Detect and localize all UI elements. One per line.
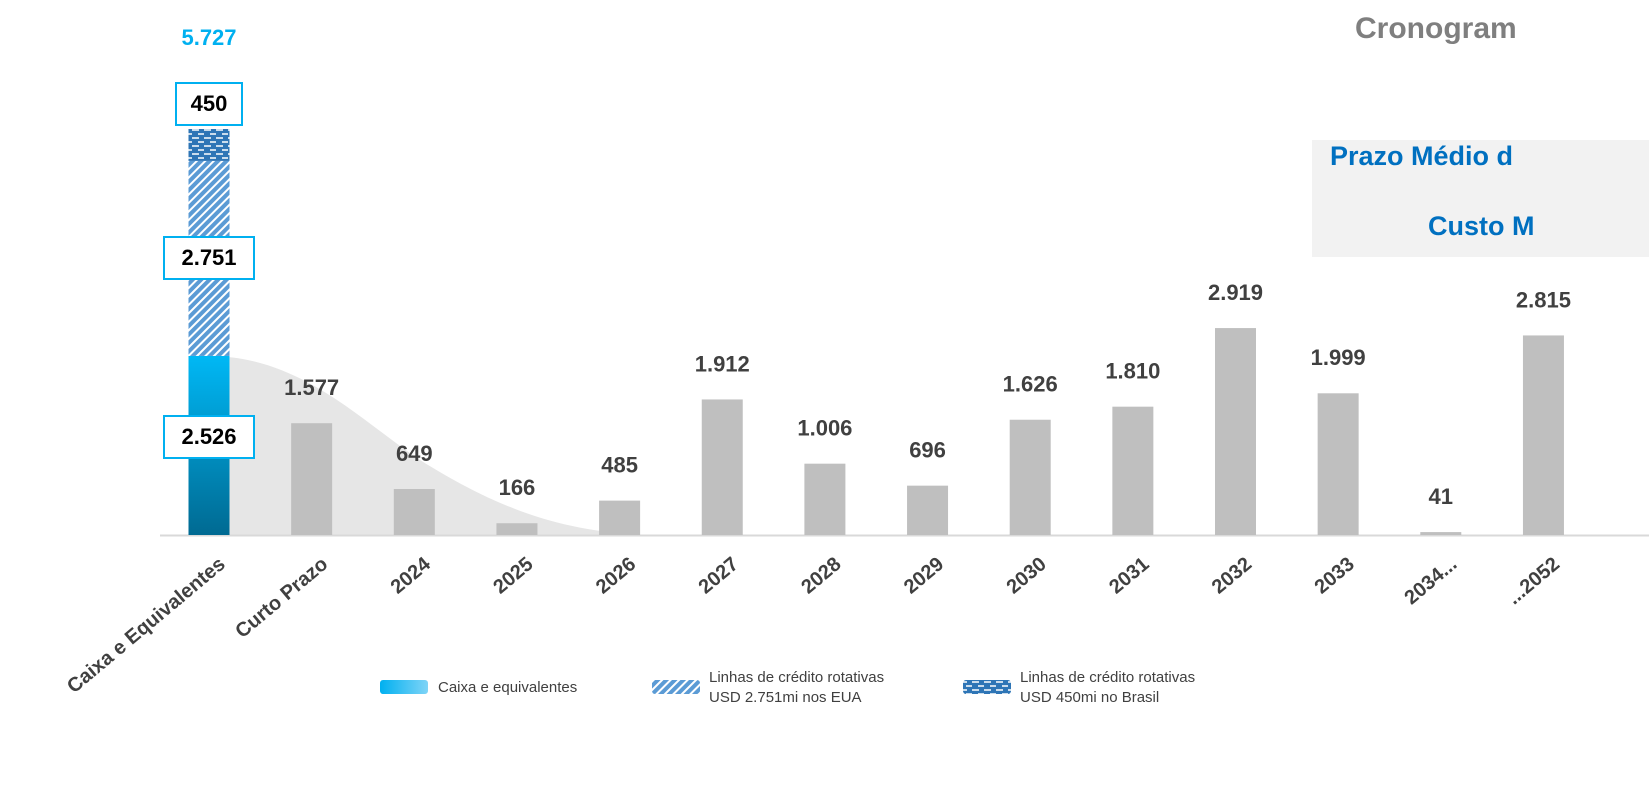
value-label: 1.810 (1105, 358, 1160, 383)
panel-text: Custo M (1428, 211, 1534, 241)
legend-label: Linhas de crédito rotativas (709, 669, 884, 686)
x-tick-label: 2033 (1311, 553, 1359, 598)
value-label: 2.751 (181, 245, 236, 270)
legend-swatch (652, 680, 700, 694)
bar (291, 423, 333, 535)
value-label: 485 (601, 452, 638, 477)
x-tick-label: ...2052 (1503, 553, 1564, 609)
x-tick-label: 2029 (900, 553, 948, 598)
bar (1317, 393, 1359, 535)
stack-segment (188, 129, 230, 161)
bar (599, 500, 641, 535)
bar (1420, 532, 1462, 535)
total-label: 5.727 (181, 25, 236, 50)
legend-label: USD 2.751mi nos EUA (709, 689, 862, 706)
legend-label: Linhas de crédito rotativas (1020, 669, 1195, 686)
x-tick-label: 2031 (1105, 553, 1153, 598)
x-tick-label: 2030 (1003, 553, 1051, 598)
panel-text: Prazo Médio d (1330, 141, 1513, 171)
x-tick-label: 2026 (592, 553, 640, 598)
info-panel (1312, 140, 1649, 257)
bar (804, 463, 846, 535)
value-label: 1.577 (284, 375, 339, 400)
bar (496, 523, 538, 535)
x-tick-label: 2034... (1400, 553, 1461, 609)
x-tick-label: 2032 (1208, 553, 1256, 598)
value-label: 450 (191, 91, 228, 116)
x-tick-label: Curto Prazo (231, 553, 332, 643)
x-tick-label: Caixa e Equivalentes (63, 553, 230, 698)
x-tick-label: 2028 (797, 553, 845, 598)
value-label: 696 (909, 437, 946, 462)
legend-label: Caixa e equivalentes (438, 679, 577, 696)
x-tick-label: 2027 (695, 553, 743, 598)
legend-label: USD 450mi no Brasil (1020, 689, 1159, 706)
bar (393, 488, 435, 535)
bar (1215, 328, 1256, 535)
value-label: 2.815 (1516, 287, 1571, 312)
bar (1522, 335, 1564, 535)
legend-swatch (963, 680, 1011, 694)
value-label: 1.912 (695, 351, 750, 376)
bar (1009, 419, 1051, 535)
x-tick-label: 2024 (387, 552, 436, 598)
value-label: 166 (499, 475, 536, 500)
x-tick-label: 2025 (489, 553, 537, 598)
chart-title: Cronogram (1355, 12, 1517, 45)
value-label: 2.526 (181, 424, 236, 449)
value-label: 1.999 (1311, 345, 1366, 370)
value-label-box (163, 415, 255, 459)
value-label: 1.006 (797, 415, 852, 440)
value-label-box (175, 82, 243, 126)
bar (701, 399, 743, 535)
value-label: 2.919 (1208, 280, 1263, 305)
value-label: 649 (396, 441, 433, 466)
bar (1112, 406, 1154, 535)
value-label-box (163, 236, 255, 280)
value-label: 41 (1429, 484, 1453, 509)
legend-swatch (380, 680, 428, 694)
value-label: 1.626 (1003, 372, 1058, 397)
bar (907, 485, 949, 535)
